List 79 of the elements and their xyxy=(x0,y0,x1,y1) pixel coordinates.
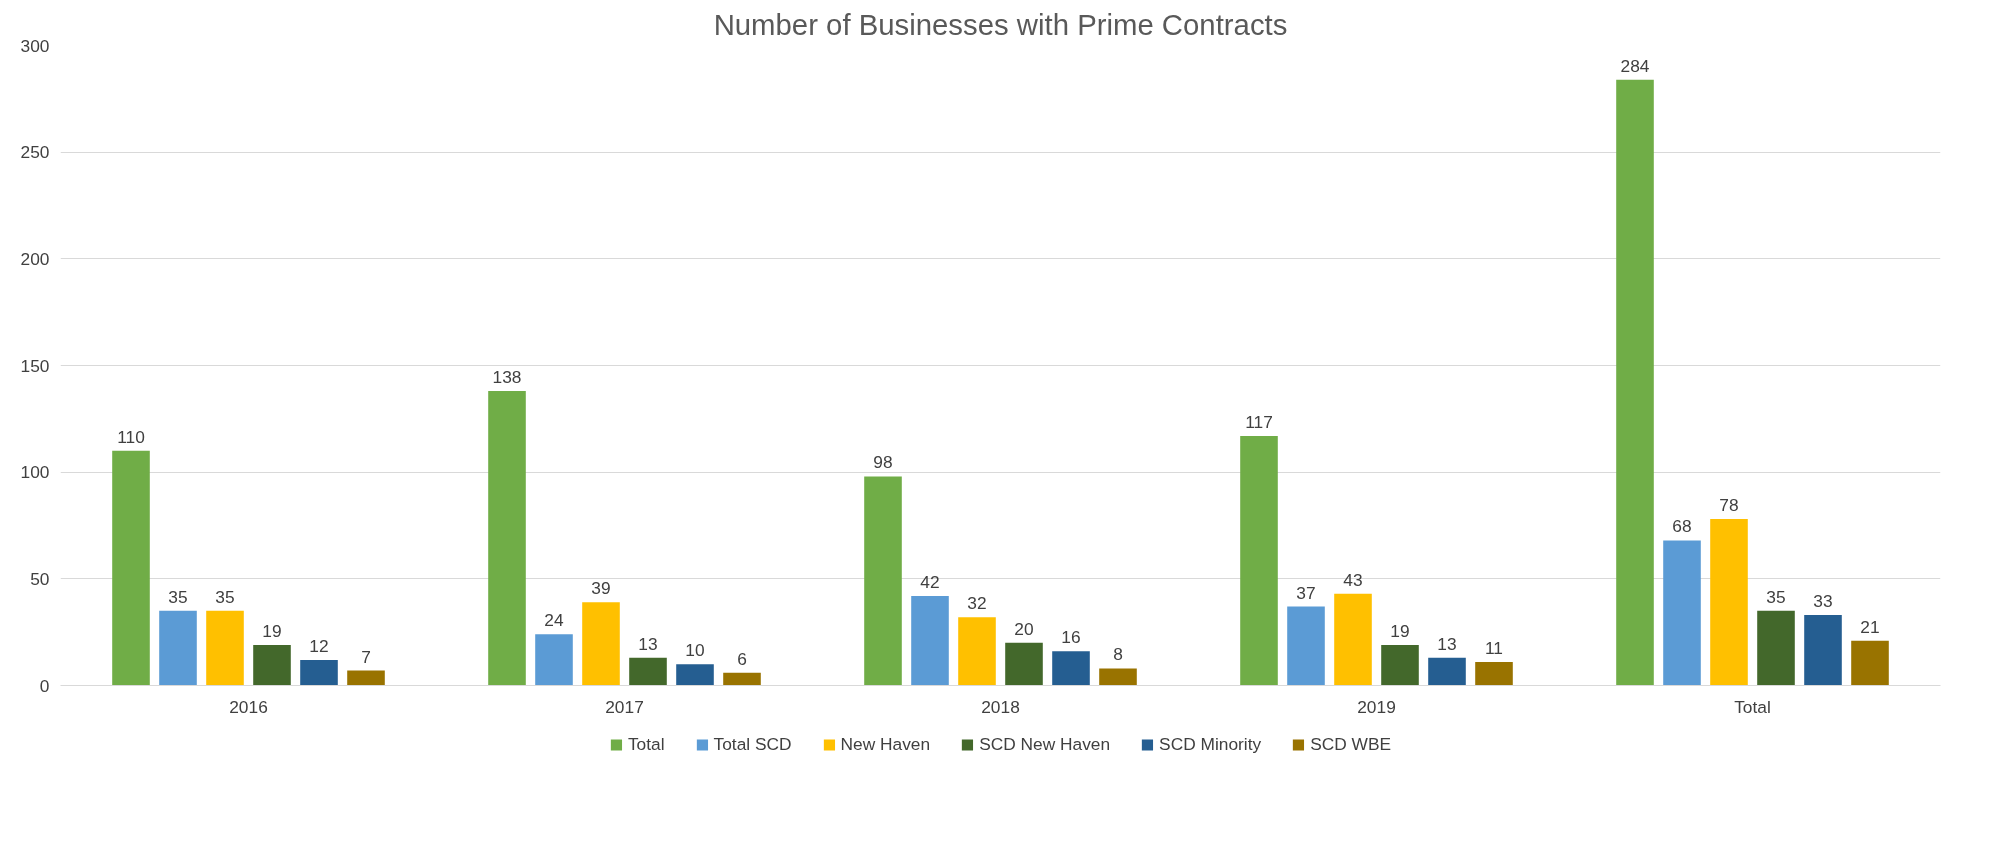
bar xyxy=(911,595,949,686)
bar xyxy=(206,610,244,686)
data-label: 284 xyxy=(1620,55,1650,76)
legend-label: New Haven xyxy=(840,733,931,755)
bar xyxy=(1240,435,1278,686)
bar xyxy=(112,450,150,686)
bar xyxy=(1381,644,1419,686)
data-label: 10 xyxy=(685,640,705,661)
data-label: 39 xyxy=(591,578,611,599)
bar xyxy=(253,644,291,686)
data-label: 7 xyxy=(361,646,371,667)
y-tick-label: 100 xyxy=(20,462,50,483)
data-label: 21 xyxy=(1860,616,1880,637)
data-label: 8 xyxy=(1113,644,1123,665)
y-tick-label: 0 xyxy=(39,675,50,696)
data-label: 42 xyxy=(920,571,940,592)
bar xyxy=(1005,642,1043,686)
x-tick-label: 2017 xyxy=(605,696,644,717)
data-label: 33 xyxy=(1813,591,1833,612)
data-label: 117 xyxy=(1245,411,1273,432)
data-label: 13 xyxy=(1437,633,1457,654)
bar xyxy=(159,610,197,686)
x-tick-label: 2019 xyxy=(1357,696,1396,717)
y-tick-label: 200 xyxy=(20,248,50,269)
bar xyxy=(488,391,526,686)
bar xyxy=(300,659,338,686)
bar xyxy=(1710,519,1748,686)
bar xyxy=(1052,651,1090,686)
bar xyxy=(1287,606,1325,686)
x-tick-label: 2018 xyxy=(981,696,1020,717)
bar xyxy=(1616,79,1654,686)
bar xyxy=(958,617,996,686)
data-label: 98 xyxy=(873,452,893,473)
bar xyxy=(1804,615,1842,686)
data-label: 32 xyxy=(967,593,987,614)
bar xyxy=(347,670,385,686)
bar xyxy=(1428,657,1466,686)
data-label: 11 xyxy=(1485,638,1504,659)
data-label: 110 xyxy=(117,426,145,447)
x-tick-label: Total xyxy=(1734,696,1771,717)
bar xyxy=(864,476,902,686)
data-label: 35 xyxy=(1766,586,1786,607)
data-label: 43 xyxy=(1343,569,1363,590)
data-label: 19 xyxy=(262,620,282,641)
bar xyxy=(676,664,714,686)
data-label: 6 xyxy=(737,648,747,669)
y-tick-label: 250 xyxy=(20,142,50,163)
bar xyxy=(1475,662,1513,686)
chart-title: Number of Businesses with Prime Contracts xyxy=(713,7,1288,41)
data-label: 35 xyxy=(168,586,188,607)
x-tick-label: 2016 xyxy=(229,696,268,717)
data-label: 37 xyxy=(1296,582,1316,603)
data-label: 16 xyxy=(1061,627,1081,648)
data-label: 68 xyxy=(1672,516,1692,537)
bar xyxy=(582,602,620,686)
data-label: 19 xyxy=(1390,620,1410,641)
data-label: 35 xyxy=(215,586,235,607)
data-label: 138 xyxy=(492,367,522,388)
data-label: 20 xyxy=(1014,618,1034,639)
bar xyxy=(1334,593,1372,686)
bar xyxy=(1099,668,1137,686)
data-label: 13 xyxy=(638,633,658,654)
legend-label: SCD New Haven xyxy=(979,733,1111,755)
legend-label: SCD Minority xyxy=(1159,733,1262,755)
bar xyxy=(1663,540,1701,686)
y-tick-label: 300 xyxy=(20,35,50,56)
data-label: 24 xyxy=(544,610,564,631)
y-tick-label: 50 xyxy=(30,568,50,589)
bar xyxy=(629,657,667,686)
bar xyxy=(1851,640,1889,686)
legend-label: Total SCD xyxy=(713,733,792,755)
y-tick-label: 150 xyxy=(20,355,50,376)
data-label: 78 xyxy=(1719,495,1739,516)
bar xyxy=(1757,610,1795,686)
legend-label: Total xyxy=(627,733,665,755)
legend-label: SCD WBE xyxy=(1310,733,1392,755)
bar xyxy=(723,672,761,686)
data-label: 12 xyxy=(309,635,329,656)
bar xyxy=(535,634,573,686)
